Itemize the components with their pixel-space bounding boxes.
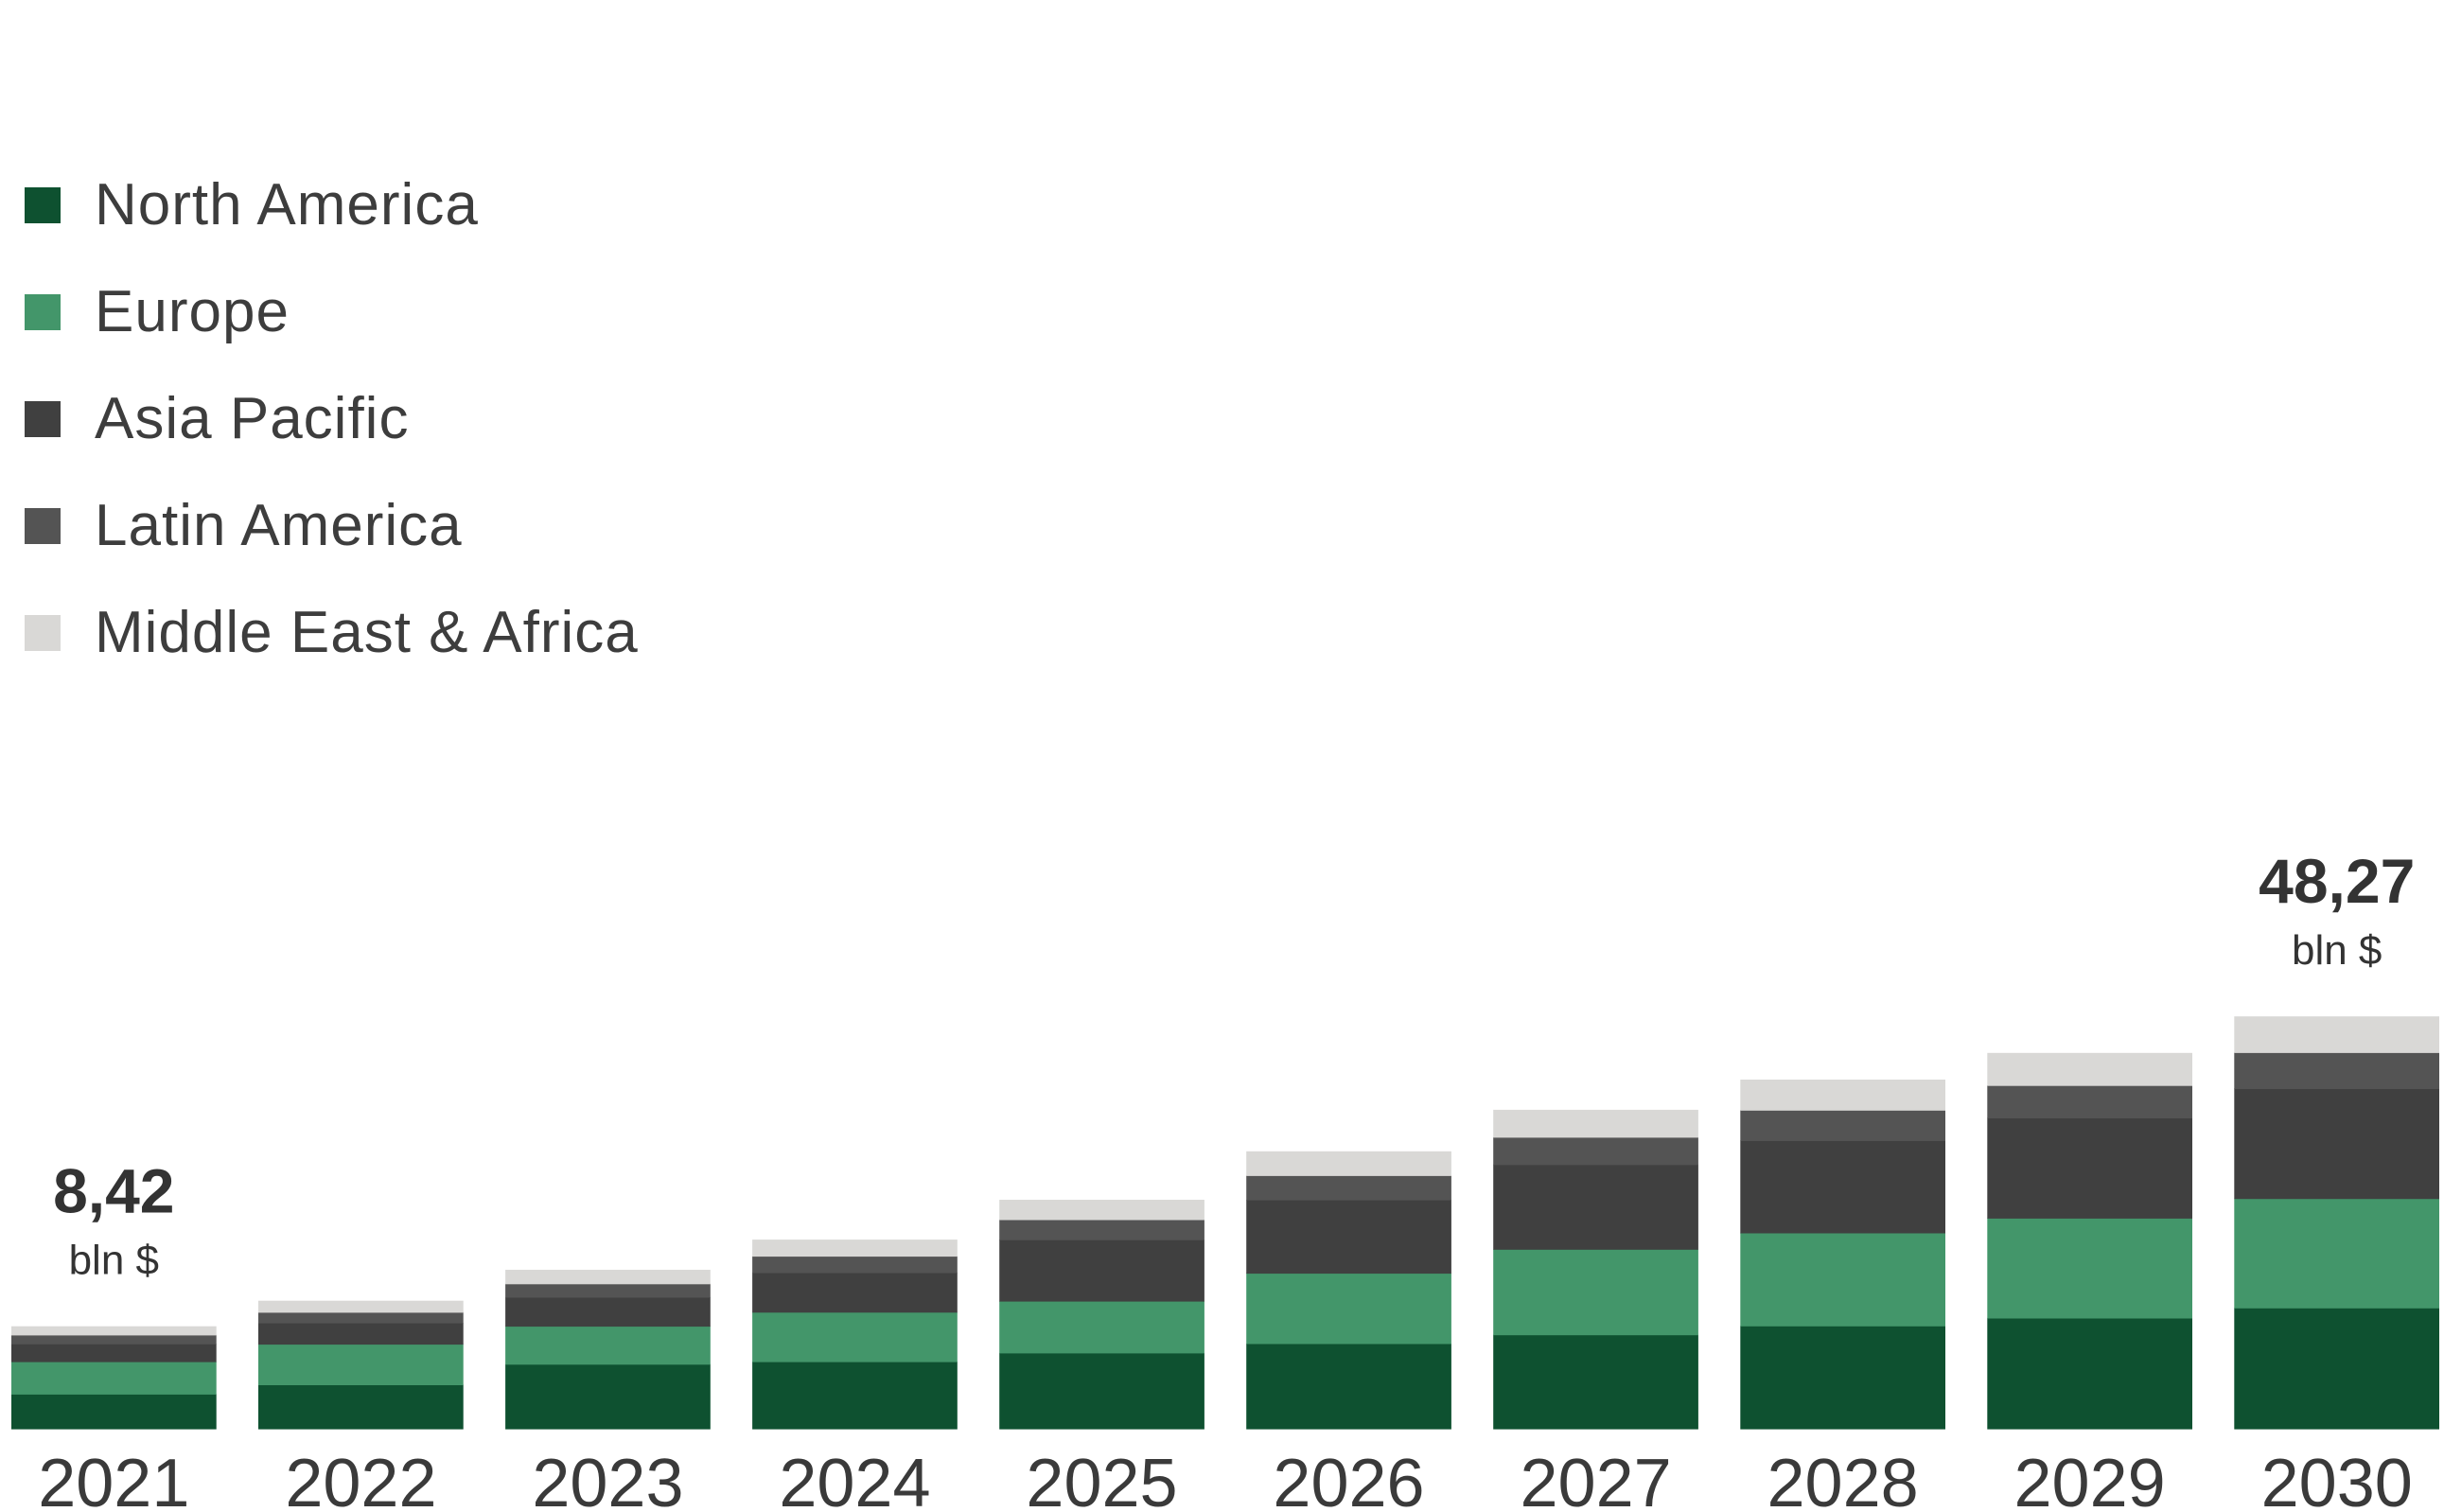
bar-middle-east-africa-2025 (999, 1200, 1204, 1221)
legend-swatch (25, 507, 61, 544)
bar-latin-america-2024 (752, 1256, 958, 1274)
legend-item-middle-east-africa: Middle East & Africa (25, 579, 639, 686)
legend-item-asia-pacific: Asia Pacific (25, 365, 639, 472)
bar-europe-2022 (258, 1344, 464, 1385)
bar-europe-2024 (752, 1311, 958, 1363)
total-value-label-2021: 8,42 (53, 1156, 174, 1226)
bar-middle-east-africa-2030 (2234, 1016, 2439, 1053)
bar-middle-east-africa-2027 (1493, 1109, 1698, 1138)
bar-north-america-2026 (1246, 1344, 1451, 1430)
bar-asia-pacific-2030 (2234, 1088, 2439, 1200)
bar-north-america-2027 (1493, 1334, 1698, 1430)
legend-swatch (25, 400, 61, 437)
bar-europe-2026 (1246, 1273, 1451, 1345)
total-unit-label-2021: bln $ (69, 1238, 159, 1284)
bar-europe-2030 (2234, 1198, 2439, 1309)
legend-label: Asia Pacific (95, 386, 410, 451)
total-value-label-2030: 48,27 (2259, 846, 2415, 916)
bar-middle-east-africa-2023 (505, 1270, 711, 1285)
bar-asia-pacific-2021 (11, 1344, 217, 1363)
bar-europe-2023 (505, 1326, 711, 1365)
legend-swatch (25, 614, 61, 651)
bar-asia-pacific-2023 (505, 1296, 711, 1327)
legend-item-north-america: North America (25, 151, 639, 258)
bar-latin-america-2026 (1246, 1175, 1451, 1201)
bar-north-america-2025 (999, 1352, 1204, 1430)
bar-europe-2025 (999, 1300, 1204, 1354)
bar-europe-2029 (1987, 1218, 2192, 1319)
x-tick-label-2022: 2022 (285, 1446, 436, 1512)
legend: North America Europe Asia Pacific Latin … (25, 151, 639, 686)
bar-asia-pacific-2027 (1493, 1164, 1698, 1250)
bar-north-america-2022 (258, 1384, 464, 1430)
bar-asia-pacific-2026 (1246, 1200, 1451, 1275)
x-tick-label-2028: 2028 (1767, 1446, 1919, 1512)
legend-item-europe: Europe (25, 258, 639, 365)
bar-middle-east-africa-2028 (1740, 1080, 1945, 1111)
bar-asia-pacific-2022 (258, 1323, 464, 1345)
x-tick-label-2030: 2030 (2261, 1446, 2413, 1512)
bar-latin-america-2025 (999, 1219, 1204, 1240)
x-tick-label-2027: 2027 (1521, 1446, 1672, 1512)
bar-north-america-2021 (11, 1394, 217, 1430)
bar-north-america-2030 (2234, 1308, 2439, 1430)
bar-north-america-2023 (505, 1363, 711, 1430)
x-tick-label-2023: 2023 (532, 1446, 683, 1512)
x-tick-label-2026: 2026 (1273, 1446, 1424, 1512)
bar-latin-america-2030 (2234, 1052, 2439, 1089)
bar-asia-pacific-2029 (1987, 1117, 2192, 1219)
bar-latin-america-2029 (1987, 1085, 2192, 1118)
bar-middle-east-africa-2021 (11, 1326, 217, 1336)
bar-north-america-2024 (752, 1362, 958, 1430)
legend-swatch (25, 186, 61, 223)
bar-latin-america-2022 (258, 1311, 464, 1324)
bar-latin-america-2028 (1740, 1110, 1945, 1141)
x-tick-label-2029: 2029 (2014, 1446, 2166, 1512)
total-unit-label-2030: bln $ (2292, 927, 2382, 974)
bar-middle-east-africa-2024 (752, 1239, 958, 1257)
bar-latin-america-2023 (505, 1283, 711, 1298)
legend-item-latin-america: Latin America (25, 472, 639, 579)
bar-north-america-2029 (1987, 1317, 2192, 1430)
bar-middle-east-africa-2029 (1987, 1052, 2192, 1086)
bar-asia-pacific-2028 (1740, 1140, 1945, 1234)
x-tick-label-2024: 2024 (779, 1446, 930, 1512)
bar-latin-america-2021 (11, 1334, 217, 1345)
legend-swatch (25, 293, 61, 330)
legend-label: North America (95, 172, 479, 237)
legend-label: Middle East & Africa (95, 600, 639, 665)
legend-label: Latin America (95, 493, 463, 558)
x-tick-label-2021: 2021 (38, 1446, 189, 1512)
bar-latin-america-2027 (1493, 1136, 1698, 1166)
bar-middle-east-africa-2026 (1246, 1151, 1451, 1176)
legend-label: Europe (95, 279, 290, 344)
bar-europe-2027 (1493, 1249, 1698, 1336)
bar-europe-2021 (11, 1362, 217, 1395)
bar-asia-pacific-2024 (752, 1272, 958, 1313)
bar-europe-2028 (1740, 1232, 1945, 1327)
bar-north-america-2028 (1740, 1326, 1945, 1430)
bar-middle-east-africa-2022 (258, 1300, 464, 1313)
x-tick-label-2025: 2025 (1026, 1446, 1177, 1512)
bar-asia-pacific-2025 (999, 1239, 1204, 1302)
